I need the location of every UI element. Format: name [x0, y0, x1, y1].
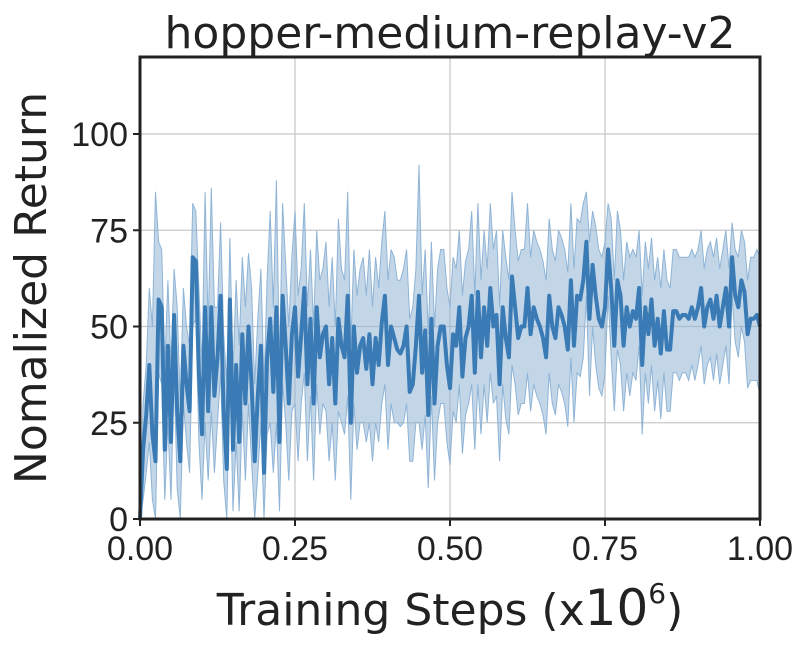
- x-axis-ticks: 0.00 0.25 0.50 0.75 1.00: [107, 519, 793, 568]
- x-tick-label: 0.25: [262, 530, 328, 568]
- chart-title: hopper-medium-replay-v2: [165, 8, 736, 59]
- y-tick-label: 25: [90, 405, 128, 443]
- x-tick-label: 1.00: [727, 530, 793, 568]
- series-line: [138, 239, 762, 520]
- x-axis-label: Training Steps (x106): [216, 577, 684, 637]
- x-axis-label-close: ): [666, 585, 683, 636]
- x-axis-label-text: Training Steps (x: [216, 585, 585, 636]
- x-tick-label: 0.50: [417, 530, 483, 568]
- series-line-layer: [138, 239, 762, 520]
- x-tick-label: 0.00: [107, 530, 173, 568]
- y-tick-label: 75: [90, 212, 128, 250]
- y-axis-ticks: 0 25 50 75 100: [71, 116, 140, 539]
- x-axis-label-base: 10: [585, 579, 649, 637]
- y-tick-label: 0: [109, 501, 128, 539]
- y-tick-label: 50: [90, 309, 128, 347]
- x-tick-label: 0.75: [572, 530, 638, 568]
- x-axis-label-exponent: 6: [648, 577, 666, 610]
- y-tick-label: 100: [71, 116, 128, 154]
- y-axis-label: Nomalized Return: [6, 92, 57, 484]
